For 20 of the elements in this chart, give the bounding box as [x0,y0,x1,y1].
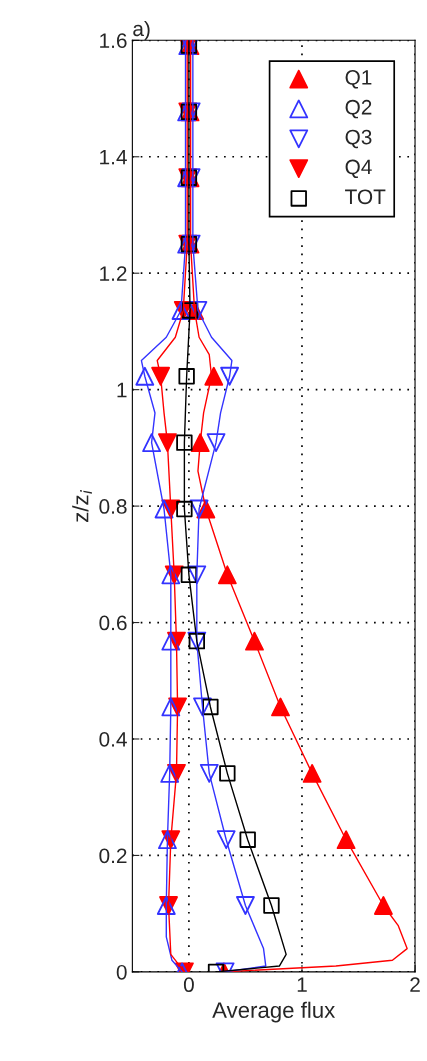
y-tick-label: 0.6 [99,615,127,631]
legend-label: Q2 [345,99,372,119]
y-tick-label: 1.2 [100,266,127,281]
y-tick-label: 0.8 [99,499,127,514]
y-tick-label: 0 [116,964,127,980]
y-tick-label: 0.2 [99,848,127,864]
x-tick-label: 2 [410,977,420,992]
x-axis-title: Average flux [212,1001,336,1023]
x-tick-label: 0 [183,977,194,993]
text: a) [133,20,150,41]
legend-label: Q1 [345,70,372,89]
y-axis-title: z/z$_{i}$ [72,490,92,522]
y-tick-label: 1.6 [100,33,127,49]
y-tick-label: 1.4 [100,149,127,165]
legend-label: Q4 [345,159,372,179]
y-tick-label: 1 [117,382,127,398]
y-tick-label: 0.4 [99,731,127,747]
x-tick-label: 1 [297,977,307,992]
legend-label: Q3 [345,129,372,149]
legend-label: TOT [345,189,386,205]
